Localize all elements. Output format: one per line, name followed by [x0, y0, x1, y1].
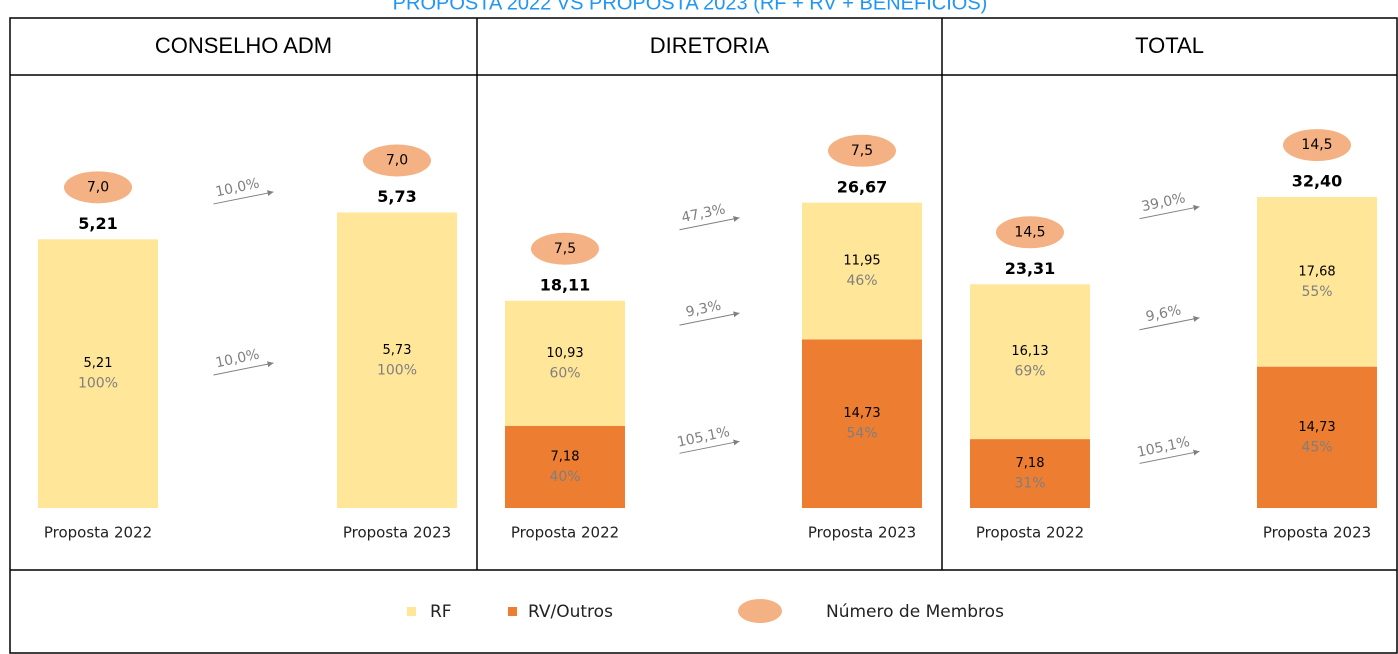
- percent-label: 55%: [1301, 284, 1332, 300]
- growth-arrow: [213, 190, 274, 205]
- bar-segment: [505, 300, 625, 426]
- total-label: 32,40: [1292, 172, 1343, 191]
- page-title: PROPOSTA 2022 VS PROPOSTA 2023 (RF + RV …: [393, 0, 988, 14]
- growth-arrow: [1139, 315, 1200, 331]
- x-tick-label: Proposta 2023: [343, 524, 451, 542]
- percent-label: 100%: [78, 376, 118, 392]
- frame: [9, 17, 1398, 654]
- member-bubble: [1283, 129, 1351, 162]
- x-tick-label: Proposta 2022: [511, 524, 619, 542]
- total-label: 23,31: [1005, 259, 1056, 278]
- bar-segment: [802, 339, 922, 508]
- bar-segment: [337, 212, 457, 508]
- value-label: 11,95: [843, 254, 880, 269]
- percent-label: 69%: [1014, 364, 1045, 380]
- growth-label: 10,0%: [214, 175, 261, 200]
- member-label: 14,5: [1014, 224, 1045, 240]
- value-label: 14,73: [843, 406, 880, 421]
- total-label: 26,67: [837, 177, 888, 196]
- bar-segment: [505, 425, 625, 508]
- growth-label: 9,6%: [1144, 302, 1182, 325]
- bar-segment: [970, 284, 1090, 440]
- panel-title: TOTAL: [1135, 33, 1204, 58]
- bar-segment: [970, 439, 1090, 508]
- member-label: 7,0: [87, 179, 109, 195]
- bar-segment: [38, 239, 158, 508]
- percent-label: 31%: [1014, 476, 1045, 492]
- total-label: 18,11: [540, 275, 591, 294]
- percent-label: 60%: [549, 365, 580, 381]
- growth-arrow: [213, 361, 274, 376]
- growth-label: 9,3%: [684, 298, 722, 321]
- x-tick-label: Proposta 2022: [44, 524, 152, 542]
- member-label: 7,5: [851, 143, 873, 159]
- x-tick-label: Proposta 2023: [1263, 524, 1371, 542]
- legend-label: Número de Membros: [826, 602, 1004, 622]
- percent-label: 100%: [377, 362, 417, 378]
- member-bubble: [531, 232, 599, 265]
- value-label: 16,13: [1011, 344, 1048, 359]
- percent-label: 45%: [1301, 439, 1332, 455]
- panel-title: CONSELHO ADM: [155, 33, 332, 58]
- total-label: 5,21: [78, 214, 117, 233]
- member-label: 14,5: [1301, 137, 1332, 153]
- growth-label: 105,1%: [1136, 434, 1192, 461]
- value-label: 5,73: [383, 343, 412, 358]
- growth-arrow: [679, 311, 740, 326]
- growth-arrow: [1139, 449, 1200, 464]
- panel-title: DIRETORIA: [650, 33, 770, 58]
- growth-label: 39,0%: [1140, 190, 1187, 215]
- total-label: 5,73: [377, 187, 416, 206]
- growth-label: 105,1%: [676, 424, 732, 451]
- bar-segment: [1257, 196, 1377, 367]
- value-label: 7,18: [1016, 456, 1045, 471]
- legend-swatch: [407, 607, 416, 616]
- value-label: 17,68: [1298, 264, 1335, 279]
- percent-label: 54%: [846, 426, 877, 442]
- member-bubble: [828, 134, 896, 167]
- value-label: 5,21: [84, 356, 113, 371]
- value-label: 7,18: [551, 449, 580, 464]
- growth-label: 47,3%: [680, 201, 727, 226]
- bar-segment: [802, 202, 922, 340]
- percent-label: 46%: [846, 273, 877, 289]
- x-tick-label: Proposta 2022: [976, 524, 1084, 542]
- member-bubble: [363, 144, 431, 177]
- x-tick-label: Proposta 2023: [808, 524, 916, 542]
- legend-label: RF: [430, 602, 452, 622]
- bar-segment: [1257, 366, 1377, 508]
- legend-label: RV/Outros: [528, 602, 613, 622]
- growth-label: 10,0%: [214, 347, 261, 372]
- member-bubble: [64, 171, 132, 204]
- legend-swatch: [508, 607, 517, 616]
- member-label: 7,5: [554, 241, 576, 257]
- value-label: 14,73: [1298, 420, 1335, 435]
- member-bubble: [996, 216, 1064, 249]
- percent-label: 40%: [549, 469, 580, 485]
- growth-arrow: [679, 216, 740, 231]
- growth-arrow: [679, 439, 740, 454]
- value-label: 10,93: [546, 346, 583, 361]
- member-label: 7,0: [386, 153, 408, 169]
- growth-arrow: [1139, 204, 1200, 220]
- legend-swatch: [738, 599, 782, 623]
